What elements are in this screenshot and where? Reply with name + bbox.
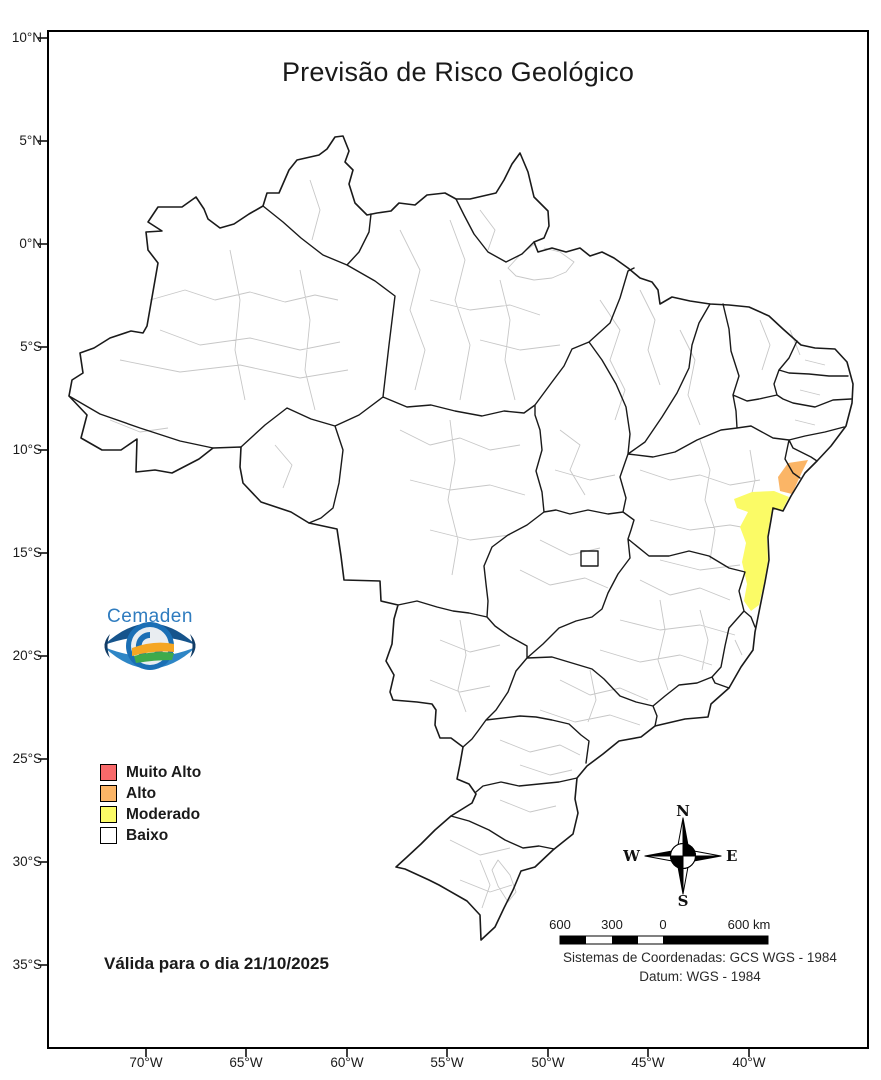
- cemaden-logo-text: Cemaden: [107, 606, 193, 627]
- lat-label: 5°N: [19, 133, 42, 148]
- legend-swatch-muito-alto: [100, 764, 117, 781]
- scalebar-unit-label: 600 km: [727, 917, 771, 932]
- scalebar-label: 300: [601, 917, 623, 932]
- validity-date: Válida para o dia 21/10/2025: [104, 954, 329, 973]
- legend-item-muito-alto: Muito Alto: [100, 762, 201, 783]
- cemaden-logo: Cemaden: [98, 606, 202, 670]
- legend-swatch-baixo: [100, 827, 117, 844]
- compass-rose: N S E W: [622, 802, 737, 910]
- lon-label: 55°W: [430, 1055, 464, 1070]
- lat-label: 10°N: [11, 30, 42, 45]
- scale-bar: [559, 935, 769, 945]
- lon-label: 70°W: [129, 1055, 163, 1070]
- lat-label: 10°S: [12, 442, 42, 457]
- legend-item-baixo: Baixo: [100, 825, 201, 846]
- lon-label: 40°W: [732, 1055, 766, 1070]
- lon-label: 50°W: [531, 1055, 565, 1070]
- risk-patch-moderado: [734, 491, 789, 611]
- latitude-ticks: [38, 37, 48, 966]
- risk-patch-alto: [778, 460, 808, 494]
- lat-label: 0°N: [19, 236, 42, 251]
- compass-w-label: W: [622, 847, 641, 865]
- cemaden-eye-icon: [104, 622, 196, 670]
- legend-swatch-alto: [100, 785, 117, 802]
- compass-n-label: N: [676, 802, 690, 820]
- lon-label: 45°W: [631, 1055, 665, 1070]
- lon-label: 65°W: [229, 1055, 263, 1070]
- legend-swatch-moderado: [100, 806, 117, 823]
- legend-label: Moderado: [126, 805, 201, 823]
- legend-label: Muito Alto: [126, 763, 202, 781]
- page-title: Previsão de Risco Geológico: [281, 57, 635, 87]
- lat-label: 5°S: [20, 339, 42, 354]
- map-frame: [38, 30, 869, 1057]
- risk-legend: Muito Alto Alto Moderado Baixo: [100, 762, 201, 846]
- compass-e-label: E: [726, 847, 737, 865]
- state-boundaries: [68, 198, 852, 850]
- lat-label: 30°S: [12, 854, 42, 869]
- risk-patches: [734, 460, 808, 611]
- legend-label: Baixo: [126, 826, 169, 844]
- lat-label: 15°S: [12, 545, 42, 560]
- longitude-ticks: [145, 1048, 750, 1057]
- scalebar-label: 600: [549, 917, 571, 932]
- lat-label: 35°S: [12, 957, 42, 972]
- legend-item-moderado: Moderado: [100, 804, 201, 825]
- compass-s-label: S: [678, 892, 689, 910]
- lat-label: 20°S: [12, 648, 42, 663]
- coordinate-system-note: Sistemas de Coordenadas: GCS WGS - 1984 …: [520, 948, 880, 986]
- coordinate-system-line2: Datum: WGS - 1984: [639, 969, 761, 984]
- coordinate-system-line1: Sistemas de Coordenadas: GCS WGS - 1984: [563, 950, 837, 965]
- municipality-boundaries: [109, 179, 826, 909]
- legend-item-alto: Alto: [100, 783, 201, 804]
- legend-label: Alto: [126, 784, 157, 802]
- lon-label: 60°W: [330, 1055, 364, 1070]
- brazil-outline: [68, 135, 854, 941]
- lat-label: 25°S: [12, 751, 42, 766]
- scalebar-label: 0: [659, 917, 667, 932]
